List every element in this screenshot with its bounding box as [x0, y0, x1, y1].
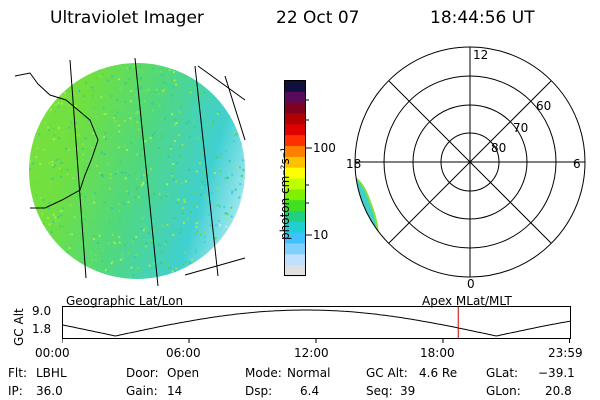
meridian-line — [194, 65, 219, 277]
lat-label-60: 60 — [536, 99, 551, 113]
time-label: 18:44:56 UT — [430, 8, 535, 28]
altitude-ytick-high: 9.0 — [32, 304, 52, 318]
seq-label: Seq: — [366, 384, 393, 398]
altitude-ylabel: GC Alt — [12, 308, 26, 346]
flt-label: Flt: — [8, 366, 27, 380]
mlt-label-0: 0 — [467, 277, 475, 291]
colorbar-segment — [285, 211, 305, 223]
polar-plot: 12 18 6 0 60 70 80 — [346, 46, 586, 291]
color-scale-bar — [284, 80, 306, 277]
colorbar-segment — [285, 113, 305, 125]
colorbar-unit-label: photon cm⁻²s⁻¹ — [278, 147, 292, 240]
colorbar-segment — [285, 81, 305, 93]
flt-value: LBHL — [36, 366, 67, 380]
time-tick-3: 18:00 — [420, 346, 455, 360]
mode-label: Mode: — [245, 366, 282, 380]
colorbar-segment — [285, 232, 305, 244]
colorbar-segment — [285, 146, 305, 158]
colorbar-segment — [285, 189, 305, 201]
colorbar-segment — [285, 135, 305, 147]
lat-label-70: 70 — [513, 121, 528, 135]
meridian-line — [69, 59, 87, 279]
geographic-image — [14, 57, 246, 287]
glon-value: 20.8 — [545, 384, 572, 398]
date-label: 22 Oct 07 — [276, 8, 360, 28]
colorbar-segment — [285, 254, 305, 266]
geographic-label: Geographic Lat/Lon — [66, 294, 184, 308]
gcalt-value: 4.6 Re — [419, 366, 458, 380]
gcalt-label: GC Alt: — [366, 366, 408, 380]
dsp-label: Dsp: — [245, 384, 273, 398]
colorbar-segment — [285, 221, 305, 234]
coastline — [14, 72, 99, 209]
time-tick-4: 23:59 — [548, 346, 583, 360]
mlt-label-12: 12 — [473, 48, 488, 62]
colorbar-ticks — [306, 99, 312, 236]
glat-value: −39.1 — [538, 366, 575, 380]
colorbar-segment — [285, 102, 305, 114]
colorbar-segment — [285, 265, 305, 277]
colorbar-segment — [285, 200, 305, 212]
colorbar-tick-10: 10 — [313, 228, 329, 242]
colorbar-segment — [285, 124, 305, 136]
colorbar-segment — [285, 243, 305, 255]
gain-label: Gain: — [126, 384, 158, 398]
colorbar-segment — [285, 167, 305, 179]
seq-value: 39 — [400, 384, 416, 398]
time-tick-2: 12:00 — [294, 346, 329, 360]
parallel-line — [184, 257, 246, 276]
ip-value: 36.0 — [36, 384, 63, 398]
glon-label: GLon: — [486, 384, 521, 398]
mode-value: Normal — [287, 366, 331, 380]
lat-label-80: 80 — [491, 141, 506, 155]
altitude-plot — [62, 306, 571, 343]
colorbar-tick-100: 100 — [313, 141, 336, 155]
parallel-line — [197, 65, 246, 101]
colorbar-segment — [285, 178, 305, 190]
gain-value: 14 — [167, 384, 183, 398]
meridian-line — [134, 57, 159, 287]
mlt-label-18: 18 — [346, 157, 361, 171]
time-tick-1: 06:00 — [166, 346, 201, 360]
ip-label: IP: — [8, 384, 23, 398]
colorbar-segment — [285, 156, 305, 169]
app-title: Ultraviolet Imager — [50, 8, 204, 28]
altitude-ytick-low: 1.8 — [32, 322, 52, 336]
time-tick-0: 00:00 — [35, 346, 70, 360]
dsp-value: 6.4 — [300, 384, 320, 398]
altitude-curve — [62, 309, 571, 337]
glat-label: GLat: — [486, 366, 519, 380]
parallel-line — [224, 75, 246, 141]
mlt-label-6: 6 — [573, 157, 581, 171]
colorbar-segment — [285, 91, 305, 104]
door-label: Door: — [126, 366, 159, 380]
apex-label: Apex MLat/MLT — [422, 294, 512, 308]
door-value: Open — [167, 366, 200, 380]
aurora-patch — [355, 175, 378, 252]
